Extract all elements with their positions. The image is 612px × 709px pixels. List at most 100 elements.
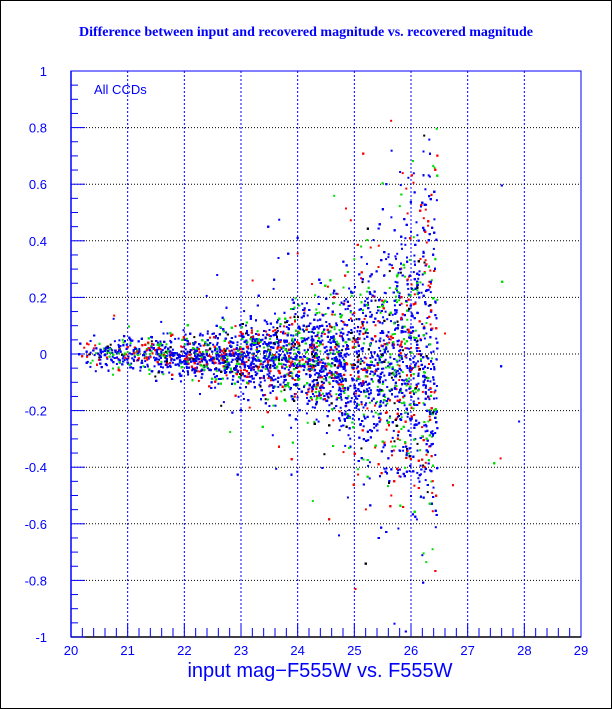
data-point xyxy=(218,355,220,358)
data-point xyxy=(179,359,182,362)
data-point xyxy=(144,366,147,368)
data-point xyxy=(347,353,350,356)
data-point xyxy=(355,406,358,409)
data-point xyxy=(412,236,415,239)
data-point xyxy=(409,371,412,374)
data-point xyxy=(284,321,287,324)
data-point xyxy=(423,337,426,340)
data-point xyxy=(201,360,204,363)
data-point xyxy=(280,339,282,342)
data-point xyxy=(233,355,236,357)
data-point xyxy=(307,336,310,339)
data-point xyxy=(422,464,425,467)
data-point xyxy=(285,366,288,368)
data-point xyxy=(309,330,312,333)
data-point xyxy=(387,365,389,368)
data-point xyxy=(318,344,321,347)
data-point xyxy=(328,404,331,407)
data-point xyxy=(400,302,403,305)
data-point xyxy=(431,491,434,494)
data-point xyxy=(398,475,401,478)
data-point xyxy=(226,377,229,380)
data-point xyxy=(231,354,234,357)
data-point xyxy=(426,491,429,494)
data-point xyxy=(297,345,300,348)
data-point xyxy=(379,337,382,340)
data-point xyxy=(335,322,338,325)
data-point xyxy=(287,332,290,335)
data-point xyxy=(357,473,360,476)
data-point xyxy=(97,358,100,361)
data-point xyxy=(168,350,171,353)
data-point xyxy=(344,444,347,447)
data-point xyxy=(339,419,342,422)
data-point xyxy=(265,355,268,357)
data-point xyxy=(358,308,361,311)
data-point xyxy=(421,435,424,438)
data-point xyxy=(139,369,142,372)
data-point xyxy=(369,311,372,314)
data-point xyxy=(366,332,369,334)
data-point xyxy=(432,442,434,445)
data-point xyxy=(288,386,291,389)
data-point xyxy=(396,363,399,366)
data-point xyxy=(333,328,336,331)
data-point xyxy=(325,325,328,328)
data-point xyxy=(409,259,411,261)
data-point xyxy=(398,299,401,302)
data-point xyxy=(433,218,436,221)
data-point xyxy=(422,552,425,555)
data-point xyxy=(154,375,157,378)
data-point xyxy=(424,259,427,262)
data-point xyxy=(350,397,353,400)
data-point xyxy=(247,359,250,362)
data-point xyxy=(316,333,319,336)
data-point xyxy=(276,347,279,350)
data-point xyxy=(159,340,162,343)
data-point xyxy=(389,356,392,359)
data-point xyxy=(329,390,332,393)
data-point xyxy=(362,324,364,327)
data-point xyxy=(389,415,391,418)
data-point xyxy=(316,349,319,352)
data-point xyxy=(209,336,211,339)
data-point xyxy=(344,410,347,413)
data-point xyxy=(242,398,245,400)
data-point xyxy=(390,320,392,323)
data-point xyxy=(343,353,346,356)
data-point xyxy=(422,217,425,220)
data-point xyxy=(310,366,313,369)
data-point xyxy=(112,317,115,320)
data-point xyxy=(355,397,357,400)
data-point xyxy=(197,379,200,382)
data-point xyxy=(133,355,136,358)
data-point xyxy=(263,379,266,382)
data-point xyxy=(339,373,342,375)
data-point xyxy=(431,510,434,513)
data-point xyxy=(393,440,396,443)
data-point xyxy=(304,355,307,358)
data-point xyxy=(222,401,225,404)
data-point xyxy=(275,351,278,354)
data-point xyxy=(379,340,382,343)
data-point xyxy=(323,368,326,371)
data-point xyxy=(274,385,277,388)
data-point xyxy=(402,395,405,398)
data-point xyxy=(344,396,347,399)
data-point xyxy=(210,357,213,360)
data-point xyxy=(295,354,298,357)
data-point xyxy=(298,409,301,412)
data-point xyxy=(424,479,427,482)
data-point xyxy=(147,357,150,360)
data-point xyxy=(406,347,409,350)
data-point xyxy=(365,388,368,391)
data-point xyxy=(262,361,265,364)
data-point xyxy=(417,477,420,480)
data-point xyxy=(364,508,367,511)
data-point xyxy=(349,363,352,366)
data-point xyxy=(396,369,399,372)
data-point xyxy=(323,453,326,456)
data-point xyxy=(378,346,381,349)
data-point xyxy=(357,403,360,406)
data-point xyxy=(254,343,257,346)
